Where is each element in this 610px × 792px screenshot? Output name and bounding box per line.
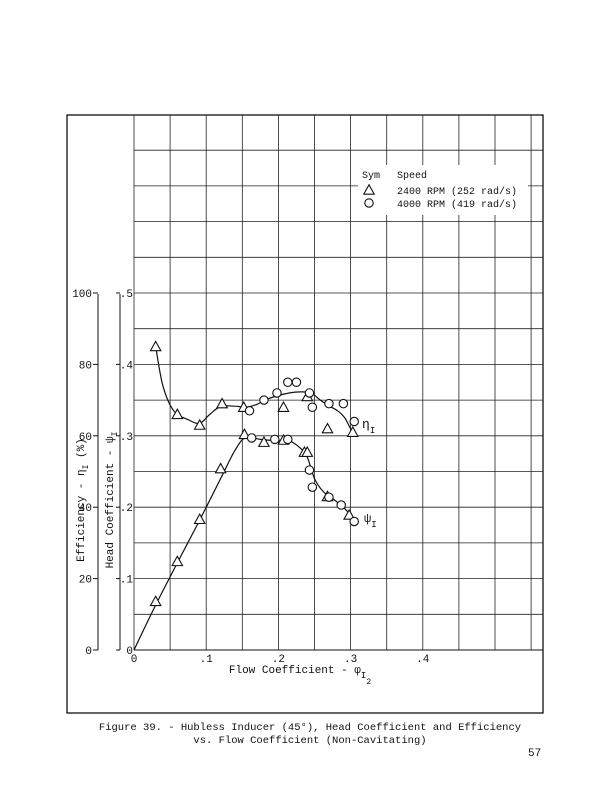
x-tick-label: .2 [272,654,285,666]
efficiency-tick-label: 20 [79,575,92,587]
efficiency-circle-point [307,402,318,412]
efficiency-triangle-point [193,418,206,430]
legend-circle-marker [364,198,374,208]
x-tick-label: .4 [416,654,430,666]
head-triangle-point [214,462,227,474]
head-tick-label: 0 [126,646,133,658]
efficiency-curve-label: ηI [362,417,375,436]
x-axis-label: Flow Coefficient - φI2 [229,665,371,687]
y-axis-label-efficiency: Efficiency - ηI (%) [76,438,91,562]
y-axis-label-head: Head Coefficient - ψI [105,432,120,569]
legend-speed-header: Speed [397,170,427,182]
efficiency-circle-point [304,388,315,398]
efficiency-tick-label: 40 [79,503,92,515]
head-tick-label: .2 [120,503,133,515]
efficiency-triangle-point [321,422,334,434]
legend-background [358,165,528,215]
head-circle-point [324,492,334,502]
efficiency-curve [155,346,357,437]
efficiency-tick-label: 80 [79,360,92,372]
efficiency-triangle-point [215,397,229,409]
efficiency-circle-point [283,377,293,387]
efficiency-circle-point [244,406,255,416]
head-tick-label: .4 [120,360,134,372]
head-circle-point [304,465,315,475]
head-triangle-point [257,435,271,447]
head-triangle-point [171,555,184,567]
efficiency-circle-point [324,398,334,409]
efficiency-triangle-point [171,408,184,420]
efficiency-circle-point [291,377,302,387]
legend-entry-label: 4000 RPM (419 rad/s) [397,199,517,211]
head-circle-point [307,482,318,492]
efficiency-triangle-series [149,340,359,437]
head-triangle-point [193,513,206,525]
head-tick-label: .1 [120,575,134,587]
legend-sym-header: Sym [362,171,380,182]
efficiency-circle-point [338,398,349,409]
head-circle-point [246,433,257,443]
page-number: 57 [528,748,542,760]
head-tick-label: .3 [120,432,133,444]
head-circle-series [246,433,359,527]
efficiency-circle-point [272,388,282,398]
head-curve-label: ψI [364,512,377,530]
head-circle-point [336,500,346,510]
efficiency-circle-point [259,395,269,405]
legend-entry-label: 2400 RPM (252 rad/s) [397,186,517,198]
legend-triangle-marker [362,183,376,195]
x-tick-label: .1 [200,654,214,666]
head-triangle-point [343,508,356,520]
efficiency-circle-point [349,416,359,427]
efficiency-triangle-point [149,340,162,352]
head-triangle-point [149,595,162,607]
efficiency-triangle-point [277,400,290,412]
efficiency-circle-series [244,377,359,427]
x-tick-label: .3 [344,654,357,666]
figure-caption-line-2: vs. Flow Coefficient (Non-Cavitating) [193,735,427,747]
efficiency-tick-label: 60 [79,432,92,444]
x-tick-label: 0 [131,654,138,666]
head-tick-label: .5 [120,289,133,301]
head-circle-point [349,516,359,527]
head-circle-point [283,434,293,445]
head-circle-point [270,434,280,445]
efficiency-triangle-point [346,425,359,437]
efficiency-tick-label: 0 [85,646,92,658]
head-curve [133,436,357,651]
head-triangle-point [301,445,314,457]
legend: Sym Speed 2400 RPM (252 rad/s)4000 RPM (41… [358,165,528,215]
figure-caption-line-1: Figure 39. - Hubless Inducer (45°), Head… [98,722,522,734]
head-triangle-series [149,428,356,607]
chart-frame [66,114,544,714]
head-triangle-point [238,428,251,440]
efficiency-tick-label: 100 [72,289,92,301]
